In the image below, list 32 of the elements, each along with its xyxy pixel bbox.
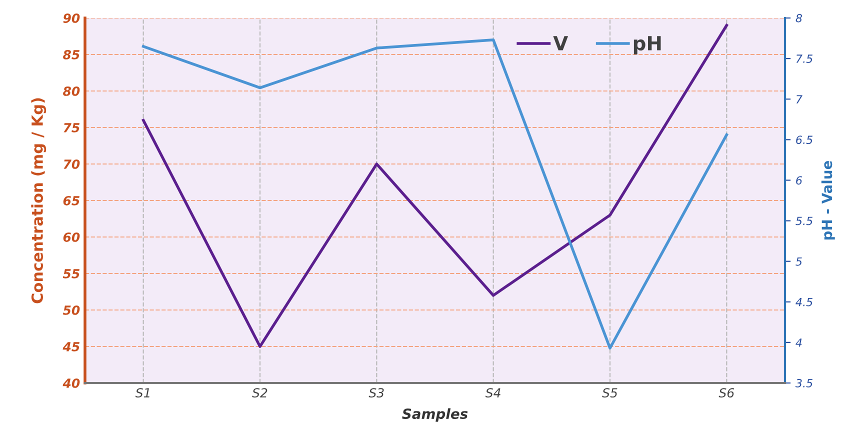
y-tick-label: 50 [62,305,80,315]
x-axis-title: Samples [402,408,468,422]
x-tick-label: S4 [485,388,500,398]
x-tick-label: S2 [252,388,268,398]
x-tick-label: S3 [368,388,384,398]
y2-tick-label: 5.5 [796,216,812,226]
y2-tick-label: 6 [796,176,802,185]
y-tick-label: 75 [64,123,80,132]
y2-tick-label: 7 [796,95,802,104]
y-tick-label: 45 [62,342,80,352]
x-tick-label: S1 [135,388,150,398]
x-tick-label: S6 [718,388,734,398]
y2-tick-label: 4 [796,338,802,347]
legend-label: pH [634,36,661,54]
x-tick-label: S5 [602,388,618,398]
y2-tick-label: 7.5 [796,54,812,63]
y-tick-label: 40 [62,378,80,388]
y-tick-label: 70 [64,159,80,169]
y2-axis-title: pH - Value [821,160,835,240]
y-tick-label: 85 [63,50,80,60]
y-axis-title: Concentration (mg / Kg) [31,98,46,304]
y2-tick-label: 3.5 [795,378,812,388]
y2-tick-label: 8 [796,14,802,22]
y-tick-label: 60 [63,232,80,242]
y-tick-label: 55 [62,269,80,278]
legend-label: V [553,36,568,50]
y-tick-label: 80 [63,86,80,96]
y-tick-label: 65 [63,196,80,206]
y-tick-label: 90 [63,13,80,23]
y2-tick-label: 5 [796,257,802,266]
y2-tick-label: 6.5 [796,136,812,144]
y2-tick-label: 4.5 [796,298,812,306]
